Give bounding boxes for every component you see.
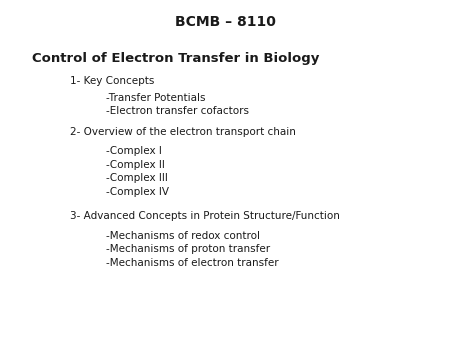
Text: -Mechanisms of electron transfer: -Mechanisms of electron transfer xyxy=(106,258,279,268)
Text: 2- Overview of the electron transport chain: 2- Overview of the electron transport ch… xyxy=(70,127,296,137)
Text: 3- Advanced Concepts in Protein Structure/Function: 3- Advanced Concepts in Protein Structur… xyxy=(70,211,340,221)
Text: -Complex IV: -Complex IV xyxy=(106,187,169,197)
Text: -Transfer Potentials: -Transfer Potentials xyxy=(106,93,205,103)
Text: -Electron transfer cofactors: -Electron transfer cofactors xyxy=(106,106,249,117)
Text: 1- Key Concepts: 1- Key Concepts xyxy=(70,76,154,86)
Text: -Complex III: -Complex III xyxy=(106,173,167,183)
Text: -Complex II: -Complex II xyxy=(106,160,165,170)
Text: -Complex I: -Complex I xyxy=(106,146,162,156)
Text: -Mechanisms of proton transfer: -Mechanisms of proton transfer xyxy=(106,244,270,254)
Text: BCMB – 8110: BCMB – 8110 xyxy=(175,15,275,29)
Text: Control of Electron Transfer in Biology: Control of Electron Transfer in Biology xyxy=(32,52,319,65)
Text: -Mechanisms of redox control: -Mechanisms of redox control xyxy=(106,231,260,241)
